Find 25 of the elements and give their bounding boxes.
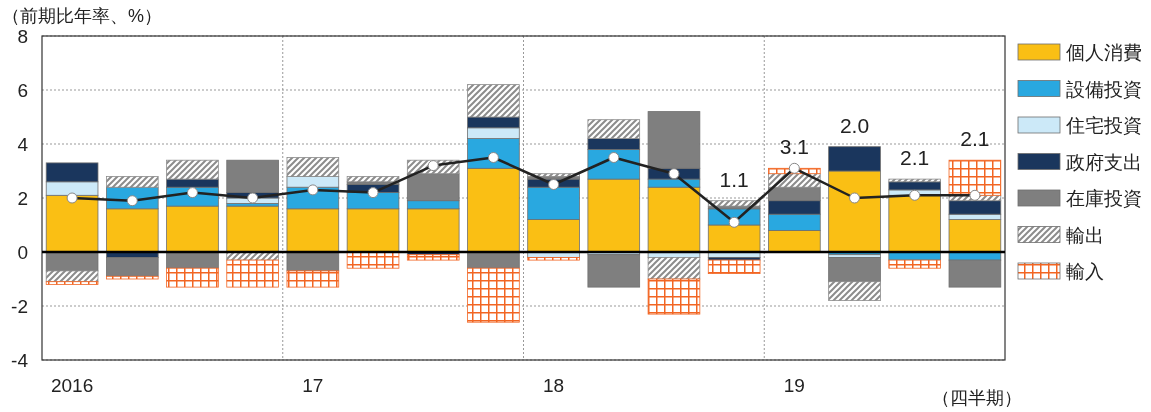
y-tick-label: -2 xyxy=(11,296,28,317)
y-tick-label: 6 xyxy=(17,80,28,101)
data-label: 3.1 xyxy=(779,135,809,159)
x-axis-title: （四半期） xyxy=(932,388,1022,408)
y-tick-label: 4 xyxy=(17,134,29,155)
data-label: 2.1 xyxy=(960,127,990,151)
x-tick-label: 18 xyxy=(543,375,565,396)
data-label: 2.0 xyxy=(839,113,870,137)
y-tick-label: -4 xyxy=(11,350,29,371)
legend-label: 在庫投資 xyxy=(1066,188,1142,209)
data-label: 2.1 xyxy=(900,146,930,170)
y-axis-title: （前期比年率、%） xyxy=(2,6,163,26)
legend-label: 住宅投資 xyxy=(1065,115,1142,136)
legend-label: 輸入 xyxy=(1066,261,1104,282)
legend-label: 設備投資 xyxy=(1066,78,1142,100)
y-tick-label: 2 xyxy=(17,188,28,209)
x-tick-label: 19 xyxy=(783,375,805,396)
data-label: 1.1 xyxy=(719,167,749,191)
x-tick-label: 17 xyxy=(302,375,324,396)
y-tick-label: 8 xyxy=(17,26,28,47)
y-tick-label: 0 xyxy=(17,242,28,263)
legend-label: 輸出 xyxy=(1066,224,1104,246)
legend-label: 個人消費 xyxy=(1066,42,1142,63)
x-tick-label: 2016 xyxy=(50,375,94,396)
legend-label: 政府支出 xyxy=(1066,151,1142,173)
